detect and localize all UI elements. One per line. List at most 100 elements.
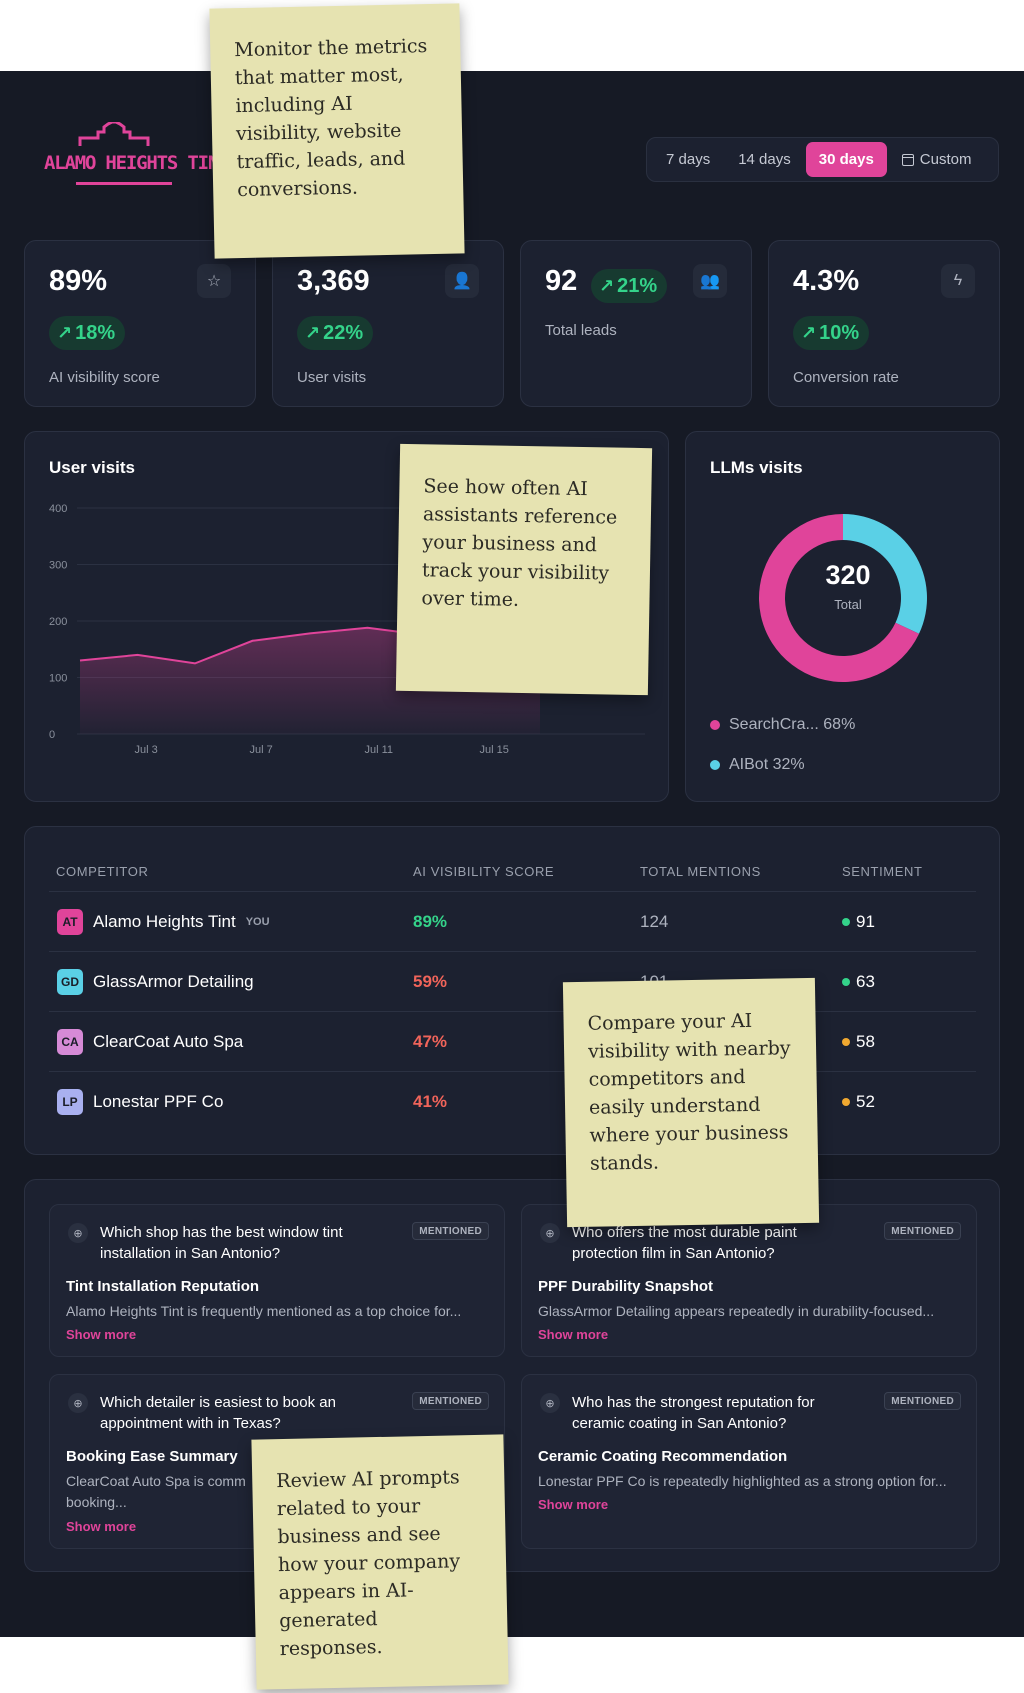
prompt-description: Alamo Heights Tint is frequently mention… — [66, 1303, 462, 1319]
donut-total: 320 — [825, 560, 871, 590]
globe-icon: ⊕ — [540, 1223, 560, 1243]
kpi-change-badge: ↗ 10% — [793, 316, 870, 350]
brand-name: ALAMO HEIGHTS TINT — [44, 152, 230, 174]
visibility-score: 59% — [413, 972, 448, 991]
prompt-card[interactable]: ⊕ Who has the strongest reputation for c… — [521, 1374, 977, 1549]
kpi-change-badge: ↗ 21% — [591, 269, 668, 303]
sticky-note-visibility: See how often AI assistants reference yo… — [395, 443, 653, 696]
range-30-days[interactable]: 30 days — [805, 142, 887, 177]
show-more-link[interactable]: Show more — [538, 1497, 609, 1512]
legend-item-aibot: AIBot 32% — [710, 756, 805, 774]
kpi-change: 10% — [819, 321, 860, 344]
you-badge: YOU — [245, 916, 270, 928]
sentiment-dot — [842, 1038, 850, 1046]
show-more-link[interactable]: Show more — [66, 1519, 137, 1534]
kpi-label: AI visibility score — [49, 369, 160, 386]
range-14-days[interactable]: 14 days — [738, 151, 791, 168]
bolt-icon[interactable]: ϟ — [941, 264, 975, 298]
prompt-question: Who offers the most durable paint protec… — [572, 1224, 797, 1262]
prompt-card[interactable]: ⊕ Who offers the most durable paint prot… — [521, 1204, 977, 1357]
prompt-description: Lonestar PPF Co is repeatedly highlighte… — [538, 1473, 947, 1489]
date-range-selector: 7 days 14 days 30 days Custom — [646, 137, 999, 182]
sentiment-dot — [842, 1098, 850, 1106]
x-tick-label: Jul 3 — [135, 744, 158, 756]
mentioned-badge: MENTIONED — [884, 1392, 961, 1410]
sentiment-value: 52 — [856, 1092, 875, 1111]
sticky-note-prompts: Review AI prompts related to your busine… — [251, 1434, 509, 1690]
alamo-building-icon — [76, 122, 172, 185]
prompt-question: Which shop has the best window tint inst… — [100, 1224, 343, 1262]
donut-total-label: Total — [834, 597, 862, 612]
competitor-name: Alamo Heights Tint — [93, 912, 236, 931]
table-row[interactable]: AT Alamo Heights Tint YOU 89% 124 91 — [49, 891, 976, 951]
table-row[interactable]: LP Lonestar PPF Co 41% 52 — [49, 1071, 976, 1131]
competitor-name: ClearCoat Auto Spa — [93, 1032, 244, 1051]
visibility-score: 41% — [413, 1092, 448, 1111]
mentioned-badge: MENTIONED — [884, 1222, 961, 1240]
legend-value: 32% — [772, 756, 805, 773]
prompt-title: Tint Installation Reputation — [66, 1278, 260, 1295]
sentiment-value: 91 — [856, 912, 875, 931]
sentiment-dot — [842, 978, 850, 986]
donut-slice-aibot — [843, 514, 927, 634]
star-icon[interactable]: ☆ — [197, 264, 231, 298]
legend-name: AIBot — [729, 756, 769, 773]
globe-icon: ⊕ — [68, 1393, 88, 1413]
legend-value: 68% — [823, 716, 856, 733]
avatar: CA — [57, 1029, 83, 1055]
show-more-link[interactable]: Show more — [66, 1327, 137, 1342]
user-visits-title: User visits — [49, 458, 135, 477]
show-more-link[interactable]: Show more — [538, 1327, 609, 1342]
competitor-name: Lonestar PPF Co — [93, 1092, 224, 1111]
competitor-name: GlassArmor Detailing — [93, 972, 254, 991]
llm-visits-title: LLMs visits — [710, 458, 803, 477]
arrow-up-right-icon: ↗ — [57, 322, 73, 343]
kpi-label: Total leads — [545, 322, 617, 339]
globe-icon: ⊕ — [540, 1393, 560, 1413]
kpi-card-ai-visibility: 89% ☆ ↗ 18% AI visibility score — [24, 240, 256, 407]
prompt-card[interactable]: ⊕ Which shop has the best window tint in… — [49, 1204, 505, 1357]
llm-visits-donut — [759, 514, 927, 682]
brand-logo[interactable]: ALAMO HEIGHTS TINT — [44, 122, 230, 188]
arrow-up-right-icon: ↗ — [599, 275, 615, 296]
donut-slice-searchcra — [759, 514, 920, 682]
mentioned-badge: MENTIONED — [412, 1222, 489, 1240]
range-custom[interactable]: Custom — [889, 142, 985, 177]
kpi-value: 4.3% — [793, 265, 860, 297]
sentiment-dot — [842, 918, 850, 926]
kpi-card-user-visits: 3,369 👤 ↗ 22% User visits — [272, 240, 504, 407]
users-icon[interactable]: 👥 — [693, 264, 727, 298]
prompt-question: Who has the strongest reputation for cer… — [572, 1394, 815, 1432]
llm-visits-card: LLMs visits 320 Total SearchCra... 68% A… — [685, 431, 1000, 802]
range-custom-label: Custom — [919, 151, 972, 168]
legend-name: SearchCra... — [729, 716, 819, 733]
kpi-value: 92 — [545, 265, 578, 297]
y-tick-label: 300 — [49, 560, 67, 572]
table-row[interactable]: GD GlassArmor Detailing 59% 101 63 — [49, 951, 976, 1011]
kpi-change: 21% — [617, 274, 658, 297]
y-tick-label: 200 — [49, 616, 67, 628]
header-competitor: COMPETITOR — [56, 864, 149, 879]
total-mentions: 124 — [640, 912, 669, 931]
kpi-change-badge: ↗ 18% — [49, 316, 126, 350]
user-icon[interactable]: 👤 — [445, 264, 479, 298]
kpi-card-total-leads: 92 ↗ 21% 👥 Total leads — [520, 240, 752, 407]
kpi-change: 18% — [75, 321, 116, 344]
header-total-mentions: TOTAL MENTIONS — [640, 864, 761, 879]
arrow-up-right-icon: ↗ — [801, 322, 817, 343]
prompt-title: Booking Ease Summary — [66, 1448, 238, 1465]
arrow-up-right-icon: ↗ — [305, 322, 321, 343]
globe-icon: ⊕ — [68, 1223, 88, 1243]
prompt-question: Which detailer is easiest to book an app… — [100, 1394, 336, 1432]
prompt-description: GlassArmor Detailing appears repeatedly … — [538, 1303, 935, 1319]
kpi-change-badge: ↗ 22% — [297, 316, 374, 350]
range-7-days[interactable]: 7 days — [666, 151, 711, 168]
competitor-table: COMPETITOR AI VISIBILITY SCORE TOTAL MEN… — [24, 826, 1000, 1155]
prompt-title: Ceramic Coating Recommendation — [538, 1448, 788, 1465]
table-row[interactable]: CA ClearCoat Auto Spa 47% 58 — [49, 1011, 976, 1071]
legend-item-searchcrawler: SearchCra... 68% — [710, 716, 855, 734]
legend-dot — [710, 760, 720, 770]
y-tick-label: 100 — [49, 673, 67, 685]
kpi-change: 22% — [323, 321, 364, 344]
